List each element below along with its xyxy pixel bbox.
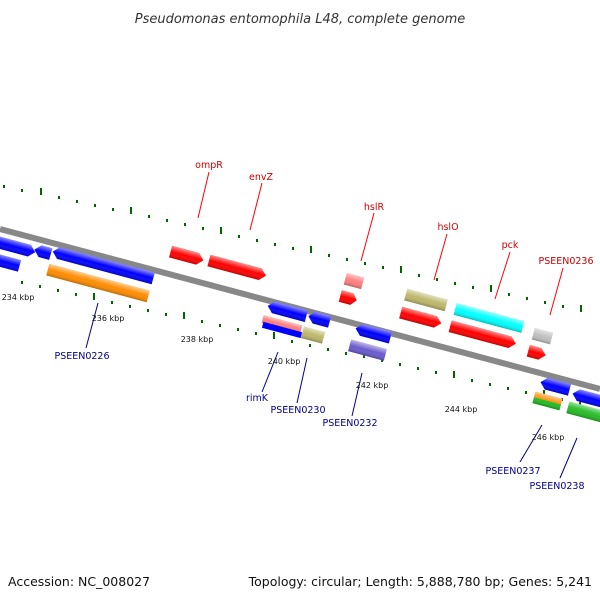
gene-pck-2[interactable] [448,320,518,349]
label-envZ[interactable]: envZ [249,172,273,183]
gene-rimK-pink[interactable] [261,314,303,334]
gene-rev-PSEEN0237-upper[interactable] [539,376,572,396]
gene-pck[interactable] [453,303,525,333]
gene-rev-small[interactable] [33,244,53,260]
inner-tick-row [21,281,581,405]
gene-hslO-2[interactable] [399,306,443,329]
gene-rev-rimK-upper[interactable] [266,300,308,322]
label-PSEEN0237[interactable]: PSEEN0237 [485,466,540,477]
gene-hslR[interactable] [343,272,365,290]
label-rimK[interactable]: rimK [246,393,269,404]
label-PSEEN0232[interactable]: PSEEN0232 [322,418,377,429]
gene-PSEEN0232[interactable] [348,339,387,361]
gene-envZ[interactable] [207,254,267,282]
topology-text: Topology: circular; Length: 5,888,780 bp… [248,574,592,589]
label-hslR[interactable]: hslR [364,202,385,213]
label-PSEEN0238[interactable]: PSEEN0238 [529,481,584,492]
bottom-gene-labels: PSEEN0226 rimK PSEEN0230 PSEEN0232 PSEEN… [54,351,584,492]
gene-PSEEN0230[interactable] [300,326,326,344]
forward-features [0,233,554,361]
bottom-leader-lines [85,302,578,479]
gene-hslR-2[interactable] [338,290,359,306]
map-title: Pseudomonas entomophila L48, complete ge… [135,12,466,27]
gene-rev-left[interactable] [0,249,22,272]
gene-PSEEN0226[interactable] [46,263,150,303]
top-leader-lines [197,171,564,316]
gene-rev-long[interactable] [51,246,155,285]
label-PSEEN0236[interactable]: PSEEN0236 [538,256,593,267]
scale-label-236: 236 kbp [92,314,125,323]
gene-PSEEN0236[interactable] [531,327,554,345]
scale-label-240: 240 kbp [268,357,301,366]
scale-label-246: 246 kbp [532,433,565,442]
scale-label-244: 244 kbp [445,405,478,414]
scale-label-238: 238 kbp [181,335,214,344]
label-pck[interactable]: pck [502,240,519,251]
gene-hslO[interactable] [404,288,448,312]
outer-tick-row [3,185,582,312]
gene-rimK[interactable] [261,321,303,339]
scale-label-234: 234 kbp [2,293,35,302]
label-PSEEN0230[interactable]: PSEEN0230 [270,405,325,416]
gene-PSEEN0237[interactable] [532,391,563,411]
accession-text: Accession: NC_008027 [8,574,150,589]
gene-rev-PSEEN0238-upper[interactable] [571,388,600,410]
gene-rev-small-2[interactable] [307,310,332,328]
label-ompR[interactable]: ompR [195,160,223,171]
label-PSEEN0226[interactable]: PSEEN0226 [54,351,109,362]
scale-labels: 234 kbp 236 kbp 238 kbp 240 kbp 242 kbp … [2,293,565,442]
label-hslO[interactable]: hslO [437,222,458,233]
gene-ompR[interactable] [169,245,205,266]
top-gene-labels: ompR envZ hslR hslO pck PSEEN0236 [195,160,593,267]
gene-rev-PSEEN0232-upper[interactable] [354,323,392,344]
gene-PSEEN0238[interactable] [566,401,600,427]
gene-PSEEN0236-2[interactable] [526,344,547,361]
gene-fwd-left[interactable] [0,233,37,258]
scale-label-242: 242 kbp [356,381,389,390]
reverse-features [0,244,600,427]
